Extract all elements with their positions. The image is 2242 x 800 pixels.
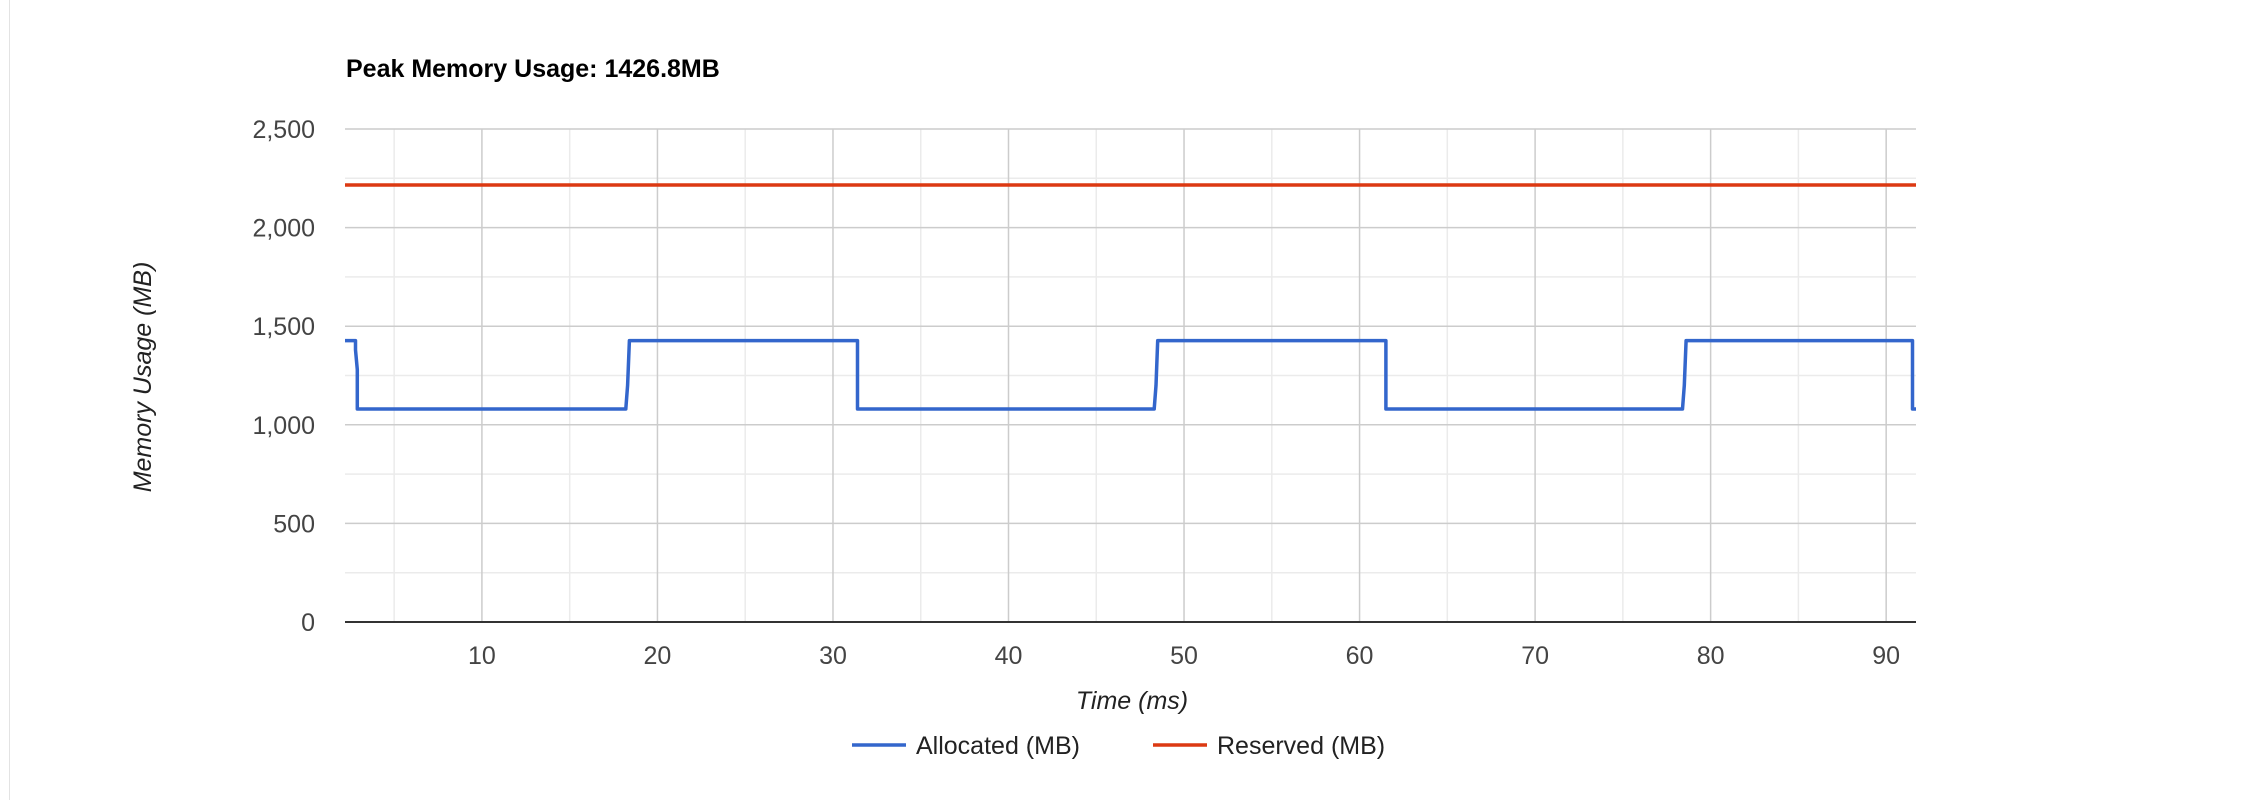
series-layer [345, 183, 1916, 411]
y-tick-label: 1,000 [252, 412, 315, 440]
y-tick-label: 2,500 [252, 116, 315, 144]
y-tick-label: 0 [301, 609, 315, 637]
x-tick-label: 80 [1697, 642, 1725, 670]
x-tick-label: 20 [644, 642, 672, 670]
x-tick-labels: 10 20 30 40 50 60 70 80 90 [468, 642, 1900, 670]
legend-label: Allocated (MB) [916, 732, 1080, 760]
x-tick-label: 60 [1346, 642, 1374, 670]
chart-panel [9, 0, 2242, 800]
legend: Allocated (MB) Reserved (MB) [852, 732, 1385, 760]
x-tick-label: 30 [819, 642, 847, 670]
x-tick-label: 50 [1170, 642, 1198, 670]
major-gridlines [345, 128, 1916, 622]
allocated-series-line [345, 338, 1916, 411]
x-tick-label: 10 [468, 642, 496, 670]
x-tick-label: 70 [1521, 642, 1549, 670]
x-tick-label: 90 [1872, 642, 1900, 670]
y-tick-label: 2,000 [252, 215, 315, 243]
minor-gridlines [345, 129, 1916, 622]
legend-label: Reserved (MB) [1217, 732, 1385, 760]
y-tick-label: 1,500 [252, 313, 315, 341]
x-tick-label: 40 [995, 642, 1023, 670]
x-axis-title: Time (ms) [1076, 687, 1188, 715]
y-axis-title: Memory Usage (MB) [129, 262, 157, 493]
legend-item-allocated: Allocated (MB) [852, 732, 1080, 760]
y-tick-labels: 0 500 1,000 1,500 2,000 2,500 [252, 116, 315, 637]
legend-item-reserved: Reserved (MB) [1153, 732, 1385, 760]
y-tick-label: 500 [273, 510, 315, 538]
chart-title: Peak Memory Usage: 1426.8MB [346, 55, 720, 83]
